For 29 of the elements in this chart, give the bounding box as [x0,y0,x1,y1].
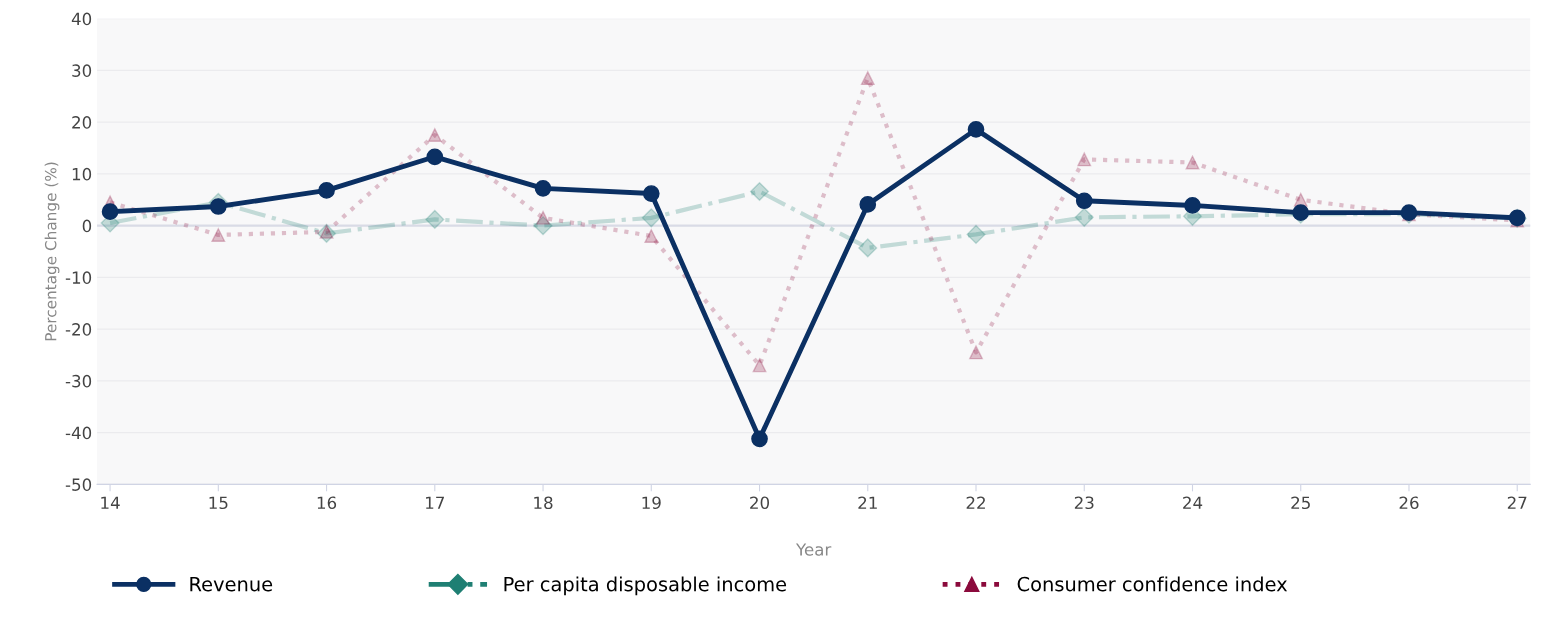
legend-label: Consumer confidence index [1017,576,1288,592]
x-axis-title: Year [795,543,832,556]
x-tick-label: 24 [1183,496,1203,509]
x-tick-label: 14 [101,496,120,509]
legend-label: Per capita disposable income [504,576,787,596]
x-tick-label: 16 [317,496,337,510]
y-tick-label: 10 [72,167,92,181]
legend-label: Revenue [190,577,273,592]
x-tick-label: 18 [534,496,553,510]
x-tick-label: 23 [1074,496,1094,510]
x-tick-label: 22 [966,496,985,509]
x-tick-label: 21 [858,496,877,509]
y-tick-label: 40 [71,12,92,26]
x-tick-label: 20 [750,496,770,510]
y-axis-title: Percentage Change (%) [44,162,60,341]
x-tick-label: 19 [642,496,661,510]
y-tick-label: -10 [65,271,92,284]
y-tick-label: -50 [65,478,92,491]
x-tick-label: 15 [209,496,228,510]
x-tick-label: 25 [1291,496,1310,510]
y-tick-label: 20 [72,116,92,129]
y-tick-label: 30 [72,64,92,77]
x-tick-label: 26 [1399,496,1419,510]
y-tick-label: -30 [65,374,92,388]
y-tick-label: -40 [65,426,92,440]
y-tick-label: 0 [82,219,92,233]
y-tick-label: -20 [65,323,92,336]
x-tick-label: 27 [1507,496,1527,509]
x-tick-label: 17 [426,496,444,509]
